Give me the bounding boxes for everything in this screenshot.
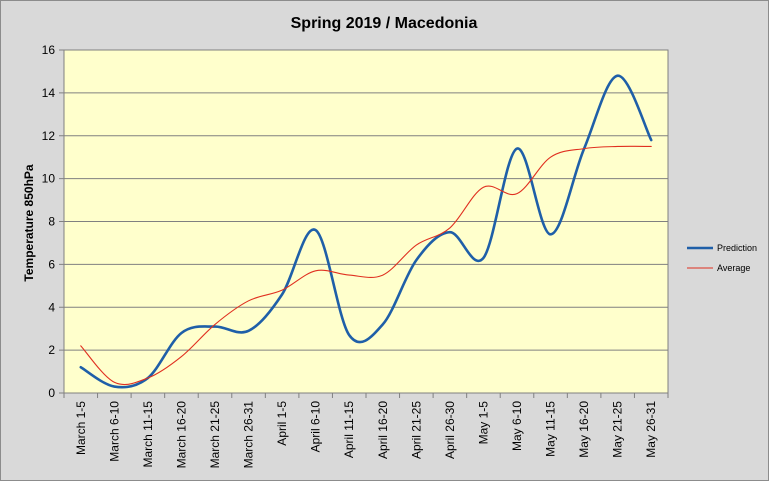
x-tick-label: April 21-25 [409, 401, 423, 459]
x-tick-label: May 6-10 [510, 401, 524, 451]
y-tick-label: 0 [48, 386, 55, 400]
y-tick-label: 14 [42, 86, 56, 100]
x-tick-label: April 16-20 [376, 401, 390, 459]
x-tick-label: May 16-20 [577, 401, 591, 458]
x-tick-label: April 11-15 [342, 401, 356, 458]
y-axis-ticks: 0 2 4 6 8 10 12 14 16 [42, 43, 64, 400]
series-line-prediction [79, 74, 653, 389]
x-tick-label: May 1-5 [476, 401, 490, 445]
y-tick-label: 2 [48, 343, 55, 357]
x-tick-label: May 11-15 [544, 401, 558, 457]
series-layer [79, 74, 653, 389]
x-tick-label: March 1-5 [74, 401, 88, 455]
chart-title: Spring 2019 / Macedonia [291, 15, 478, 32]
x-tick-label: March 6-10 [107, 401, 121, 462]
y-axis-label: Temperature 850hPa [22, 164, 36, 281]
x-tick-label: April 26-30 [443, 401, 457, 459]
y-tick-label: 16 [42, 43, 56, 57]
series-line-average [80, 145, 652, 386]
gridlines [64, 92, 668, 351]
y-tick-label: 12 [42, 129, 56, 143]
legend-label-prediction: Prediction [717, 243, 757, 253]
x-tick-label: April 1-5 [275, 401, 289, 446]
x-tick-label: March 11-15 [141, 401, 155, 468]
x-tick-label: March 16-20 [174, 401, 188, 469]
x-axis-ticks: March 1-5 March 6-10 March 11-15 March 16-2… [63, 393, 669, 469]
x-tick-label: April 6-10 [309, 401, 323, 453]
x-tick-label: May 26-31 [644, 401, 658, 458]
x-tick-label: May 21-25 [611, 401, 625, 458]
y-tick-label: 10 [42, 172, 56, 186]
legend-label-average: Average [717, 263, 750, 273]
y-tick-label: 4 [48, 300, 55, 314]
y-tick-label: 8 [48, 215, 55, 229]
x-tick-label: March 21-25 [208, 401, 222, 469]
y-tick-label: 6 [48, 257, 55, 271]
x-tick-label: March 26-31 [242, 401, 256, 469]
legend: Prediction Average [687, 243, 757, 273]
